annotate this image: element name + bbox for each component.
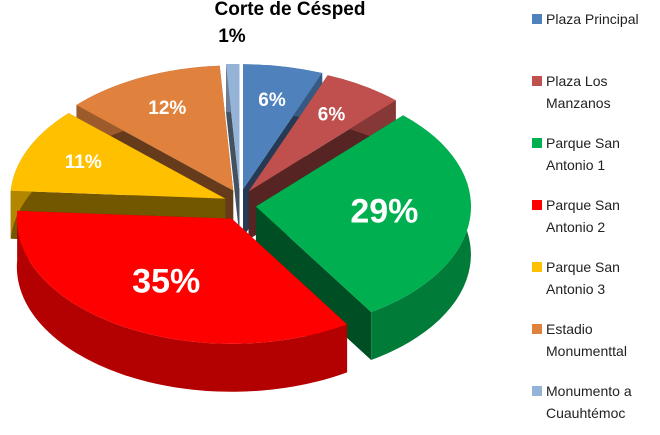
- data-label: 6%: [258, 90, 286, 111]
- slice-top: [255, 115, 471, 313]
- data-label: 29%: [350, 193, 418, 231]
- legend-item: Parque San Antonio 1: [532, 132, 654, 194]
- legend-swatch: [532, 200, 542, 210]
- chart-title: Corte de Césped: [215, 0, 366, 20]
- legend-swatch: [532, 386, 542, 396]
- legend-item: Parque San Antonio 3: [532, 256, 654, 318]
- slice-top: [242, 64, 323, 190]
- legend-label: Monumento a Cuauhtémoc: [546, 383, 632, 421]
- slice: [225, 64, 240, 238]
- legend-label: Parque San Antonio 3: [546, 259, 620, 297]
- slice-top: [248, 75, 396, 192]
- legend-label: Estadio Monumenttal: [546, 321, 627, 359]
- pie-area: Corte de Césped 6% 6% 29% 35% 11% 12% 1%: [10, 0, 471, 392]
- data-label: 35%: [132, 262, 200, 300]
- legend-item: Parque San Antonio 2: [532, 194, 654, 256]
- data-label: 1%: [218, 26, 246, 47]
- slice-top: [10, 113, 226, 199]
- data-label: 6%: [318, 105, 346, 126]
- slice-top: [16, 210, 348, 344]
- legend-item: Estadio Monumenttal: [532, 318, 654, 380]
- slice-top: [76, 65, 234, 191]
- legend-label: Plaza Los Manzanos: [546, 73, 611, 111]
- legend-label: Plaza Principal: [546, 11, 639, 27]
- legend-item: Plaza Principal: [532, 8, 654, 70]
- legend-swatch: [532, 138, 542, 148]
- slice: [16, 210, 348, 392]
- data-label: 11%: [65, 152, 102, 173]
- data-label: 12%: [148, 98, 186, 119]
- legend-swatch: [532, 324, 542, 334]
- legend-swatch: [532, 14, 542, 24]
- legend-swatch: [532, 262, 542, 272]
- slice-side: [16, 210, 348, 392]
- legend-swatch: [532, 76, 542, 86]
- legend-label: Parque San Antonio 2: [546, 197, 620, 235]
- legend-label: Parque San Antonio 1: [546, 135, 620, 173]
- legend-item: Monumento a Cuauhtémoc: [532, 380, 654, 435]
- slice-top: [225, 64, 240, 190]
- legend-item: Plaza Los Manzanos: [532, 70, 654, 132]
- legend: Plaza Principal Plaza Los Manzanos Parque …: [532, 8, 654, 435]
